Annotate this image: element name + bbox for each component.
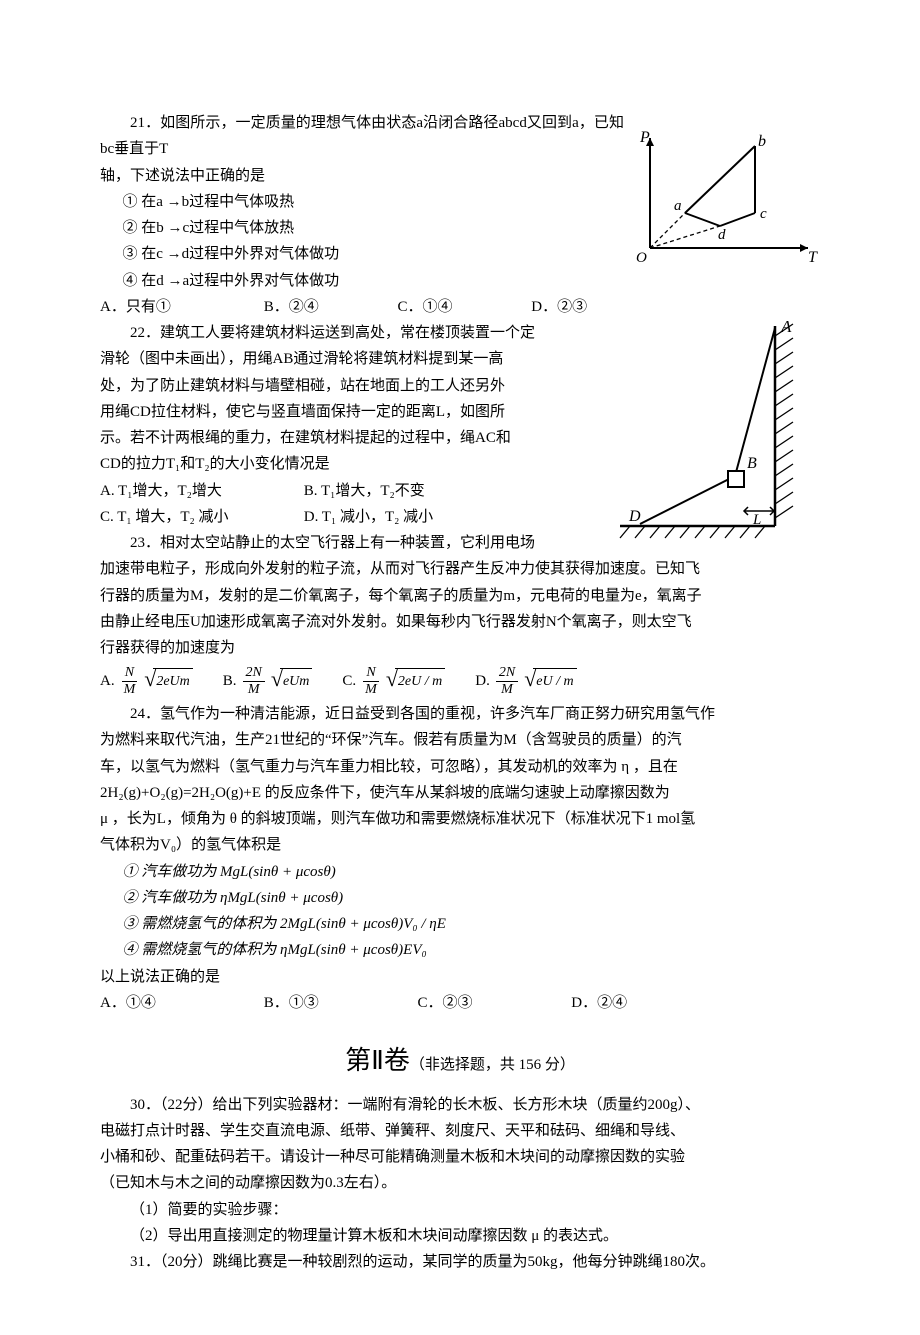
q31-l1: 31．（20分）跳绳比赛是一种较剧烈的运动，某同学的质量为50kg，他每分钟跳绳… [100, 1249, 820, 1275]
q22-figure: L A B D [615, 316, 820, 546]
section-2-big: 第Ⅱ卷 [345, 1046, 410, 1075]
q21-optB: B．②④ [264, 294, 394, 320]
q24-l2: 为燃料来取代汽油，生产21世纪的“环保”汽车。假若有质量为M（含驾驶员的质量）的… [100, 727, 820, 753]
q23-optD: D. 2NM √eU / m [475, 665, 576, 697]
q24-optC: C．②③ [418, 990, 568, 1016]
q23-optA: A. NM √2eUm [100, 665, 193, 697]
q24-optB: B．①③ [264, 990, 414, 1016]
q24-tail: 以上说法正确的是 [100, 964, 820, 990]
q30-l3: 小桶和砂、配重砝码若干。请设计一种尽可能精确测量木板和木块间的动摩擦因数的实验 [100, 1144, 820, 1170]
origin-label: O [636, 250, 647, 266]
q24-optD: D．②④ [571, 990, 627, 1016]
q24-options: A．①④ B．①③ C．②③ D．②④ [100, 990, 820, 1016]
q30-l1: 30．（22分）给出下列实验器材：一端附有滑轮的长木板、长方形木块（质量约200… [100, 1092, 820, 1118]
svg-text:D: D [628, 508, 641, 525]
q30-p1: （1）简要的实验步骤： [100, 1197, 820, 1223]
q24-l5: μ ，长为L，倾角为 θ 的斜坡顶端，则汽车做功和需要燃烧标准状况下（标准状况下… [100, 806, 820, 832]
q24-optA: A．①④ [100, 990, 260, 1016]
axis-P-label: P [639, 129, 650, 146]
svg-text:d: d [718, 227, 726, 243]
q21-figure: P T O a b c d [630, 128, 820, 268]
svg-text:b: b [758, 133, 766, 150]
q23-optD-label: D. [475, 668, 490, 694]
q24-s3: ③ 需燃烧氢气的体积为 2MgL(sinθ + μcosθ)V₀ / ηE [100, 911, 820, 937]
svg-text:L: L [752, 512, 761, 528]
svg-text:a: a [674, 198, 682, 214]
q23-l2: 加速带电粒子，形成向外发射的粒子流，从而对飞行器产生反冲力使其获得加速度。已知飞 [100, 556, 820, 582]
q23-optA-label: A. [100, 668, 115, 694]
q23-l5: 行器获得的加速度为 [100, 635, 820, 661]
svg-text:B: B [747, 455, 757, 472]
q23-l3: 行器的质量为M，发射的是二价氧离子，每个氧离子的质量为m，元电荷的电量为e，氧离… [100, 583, 820, 609]
q30-p2: （2）导出用直接测定的物理量计算木板和木块间动摩擦因数 μ 的表达式。 [100, 1223, 820, 1249]
q23-optB-label: B. [223, 668, 237, 694]
q23-l4: 由静止经电压U加速形成氧离子流对外发射。如果每秒内飞行器发射N个氧离子，则太空飞 [100, 609, 820, 635]
q23-optC: C. NM √2eU / m [342, 665, 445, 697]
q22-optA: A. T₁增大，T₂增大 [100, 478, 300, 504]
q24-l1: 24．氢气作为一种清洁能源，近日益受到各国的重视，许多汽车厂商正努力研究用氢气作 [100, 701, 820, 727]
q23-optB: B. 2NM √eUm [223, 665, 313, 697]
q24-s4: ④ 需燃烧氢气的体积为 ηMgL(sinθ + μcosθ)EV₀ [100, 937, 820, 963]
q22-optB: B. T₁增大，T₂不变 [304, 478, 425, 504]
q21-optA: A．只有① [100, 294, 260, 320]
q30-l2: 电磁打点计时器、学生交直流电源、纸带、弹簧秤、刻度尺、天平和砝码、细绳和导线、 [100, 1118, 820, 1144]
q24-s2: ② 汽车做功为 ηMgL(sinθ + μcosθ) [100, 885, 820, 911]
q21-optD: D．②③ [531, 294, 587, 320]
q23-options: A. NM √2eUm B. 2NM √eUm C. NM √2eU / m D… [100, 665, 820, 697]
q30-l4: （已知木与木之间的动摩擦因数为0.3左右）。 [100, 1170, 820, 1196]
axis-T-label: T [808, 249, 818, 266]
svg-text:A: A [780, 317, 792, 336]
q21-s4: ④ 在d →a过程中外界对气体做功 [100, 268, 820, 294]
q21-optC: C．①④ [398, 294, 528, 320]
q22-optC: C. T₁ 增大，T₂ 减小 [100, 504, 300, 530]
q23-optC-label: C. [342, 668, 356, 694]
q24-s1: ① 汽车做功为 MgL(sinθ + μcosθ) [100, 859, 820, 885]
q24-l6: 气体积为V₀）的氢气体积是 [100, 832, 820, 858]
svg-text:c: c [760, 206, 767, 222]
section-2-small: （非选择题，共 156 分） [410, 1057, 575, 1073]
q24-l4: 2H₂(g)+O₂(g)=2H₂O(g)+E 的反应条件下，使汽车从某斜坡的底端… [100, 780, 820, 806]
q24-l3: 车，以氢气为燃料（氢气重力与汽车重力相比较，可忽略），其发动机的效率为 η ，且… [100, 754, 820, 780]
q22-optD: D. T₁ 减小，T₂ 减小 [304, 504, 433, 530]
section-2-title: 第Ⅱ卷（非选择题，共 156 分） [100, 1038, 820, 1084]
